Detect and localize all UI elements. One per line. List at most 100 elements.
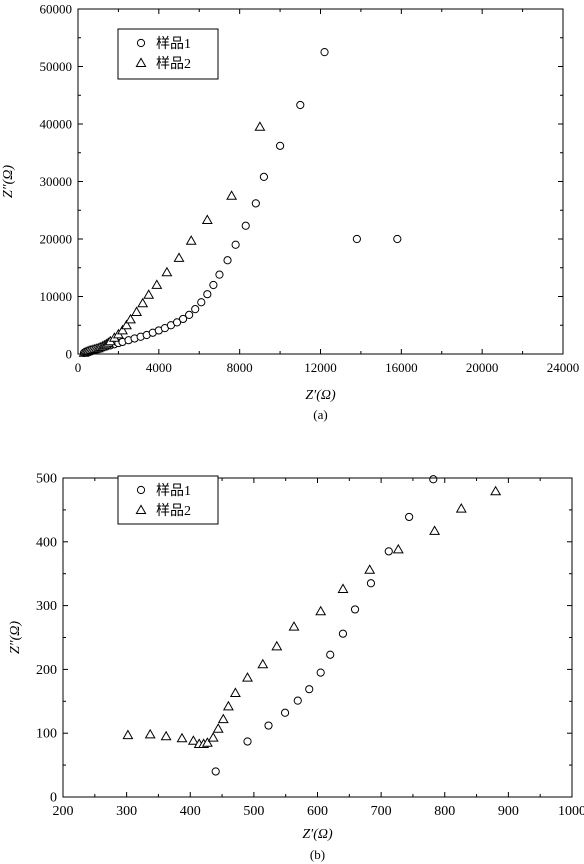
data-point bbox=[326, 650, 335, 659]
data-point bbox=[131, 306, 143, 316]
data-point bbox=[121, 319, 132, 330]
data-point bbox=[209, 280, 218, 290]
data-point bbox=[187, 735, 199, 745]
data-point bbox=[117, 324, 128, 335]
data-point bbox=[125, 313, 136, 324]
y-tick-label: 400 bbox=[36, 535, 57, 550]
x-axis-label: Z′(Ω) bbox=[302, 827, 333, 842]
x-tick-label: 8000 bbox=[227, 360, 253, 375]
x-tick-label: 16000 bbox=[385, 360, 418, 375]
data-point bbox=[122, 729, 134, 740]
y-tick-label: 500 bbox=[36, 472, 57, 487]
data-point bbox=[161, 266, 173, 277]
data-point bbox=[151, 279, 163, 289]
x-tick-label: 500 bbox=[243, 804, 264, 819]
data-point bbox=[393, 234, 402, 244]
y-tick-label: 50000 bbox=[40, 59, 73, 74]
chart-b: 200 300 400 500 600 700 800 900 1000 0 100 200 300 40… bbox=[8, 472, 584, 863]
x-tick-label: 200 bbox=[53, 804, 74, 819]
y-tick-label: 60000 bbox=[40, 2, 73, 17]
data-point bbox=[316, 668, 325, 677]
x-tick-label: 900 bbox=[498, 804, 519, 819]
data-point bbox=[271, 640, 283, 651]
legend-box bbox=[117, 475, 219, 525]
series-1 bbox=[79, 48, 402, 357]
data-point bbox=[201, 737, 213, 747]
data-point bbox=[223, 256, 232, 265]
data-point bbox=[231, 240, 240, 249]
data-point bbox=[257, 658, 269, 669]
x-tick-label: 4000 bbox=[146, 360, 172, 375]
data-point bbox=[275, 141, 285, 150]
data-point bbox=[212, 723, 224, 733]
data-point bbox=[259, 172, 269, 181]
data-point bbox=[176, 732, 188, 743]
data-point bbox=[315, 605, 327, 616]
data-point bbox=[392, 543, 404, 554]
data-point bbox=[173, 252, 185, 262]
x-tick-label: 20000 bbox=[466, 360, 499, 375]
data-point bbox=[144, 728, 156, 739]
y-tick-label: 20000 bbox=[40, 232, 73, 247]
data-point bbox=[241, 221, 250, 230]
legend-label: 样品2 bbox=[156, 56, 191, 72]
legend-box bbox=[117, 28, 219, 80]
y-tick-label: 200 bbox=[36, 663, 57, 678]
data-point bbox=[352, 234, 361, 244]
data-point bbox=[405, 512, 414, 522]
y-axis-label: Z″(Ω) bbox=[8, 621, 23, 654]
data-point bbox=[338, 629, 348, 638]
data-point bbox=[215, 270, 224, 279]
data-point bbox=[288, 621, 300, 631]
x-tick-label: 12000 bbox=[304, 360, 337, 375]
x-tick-label: 800 bbox=[434, 804, 455, 819]
y-tick-label: 30000 bbox=[40, 174, 73, 189]
x-tick-label: 0 bbox=[75, 360, 82, 375]
data-point bbox=[254, 121, 266, 131]
data-point bbox=[364, 564, 376, 574]
y-tick-label: 300 bbox=[36, 599, 57, 614]
panel-label: (a) bbox=[313, 407, 327, 422]
data-point bbox=[243, 737, 252, 746]
data-point bbox=[217, 713, 229, 724]
data-point bbox=[366, 579, 376, 588]
y-axis-label: Z″(Ω) bbox=[1, 165, 16, 198]
data-point bbox=[296, 100, 305, 110]
chart-a: 0 4000 8000 12000 16000 20000 24000 0 10000 20000… bbox=[1, 2, 579, 423]
data-point bbox=[191, 305, 200, 314]
legend-label: 样品1 bbox=[156, 36, 191, 52]
data-point bbox=[185, 310, 194, 319]
data-point bbox=[242, 672, 253, 682]
series-2 bbox=[78, 121, 266, 357]
data-point bbox=[305, 685, 314, 694]
legend-marker bbox=[135, 504, 147, 514]
x-tick-label: 300 bbox=[116, 804, 137, 819]
data-point bbox=[222, 700, 234, 711]
x-tick-label: 700 bbox=[371, 804, 392, 819]
y-tick-label: 10000 bbox=[40, 289, 73, 304]
data-point bbox=[143, 289, 155, 299]
legend-marker bbox=[136, 38, 146, 48]
data-point bbox=[350, 605, 360, 614]
y-tick-label: 0 bbox=[66, 347, 73, 362]
data-point bbox=[226, 190, 238, 200]
data-point bbox=[490, 485, 502, 496]
data-point bbox=[160, 730, 172, 741]
series-2 bbox=[122, 485, 502, 748]
legend-marker bbox=[136, 485, 146, 495]
y-tick-label: 0 bbox=[50, 791, 57, 806]
series-1 bbox=[211, 475, 438, 776]
data-point bbox=[185, 235, 197, 245]
data-point bbox=[251, 199, 260, 208]
x-tick-label: 1000 bbox=[558, 804, 584, 819]
data-point bbox=[455, 502, 467, 513]
data-point bbox=[229, 687, 241, 697]
data-point bbox=[264, 721, 273, 730]
data-point bbox=[207, 732, 219, 742]
panel-label: (b) bbox=[310, 847, 325, 862]
data-point bbox=[280, 708, 290, 717]
y-tick-label: 40000 bbox=[40, 117, 73, 132]
